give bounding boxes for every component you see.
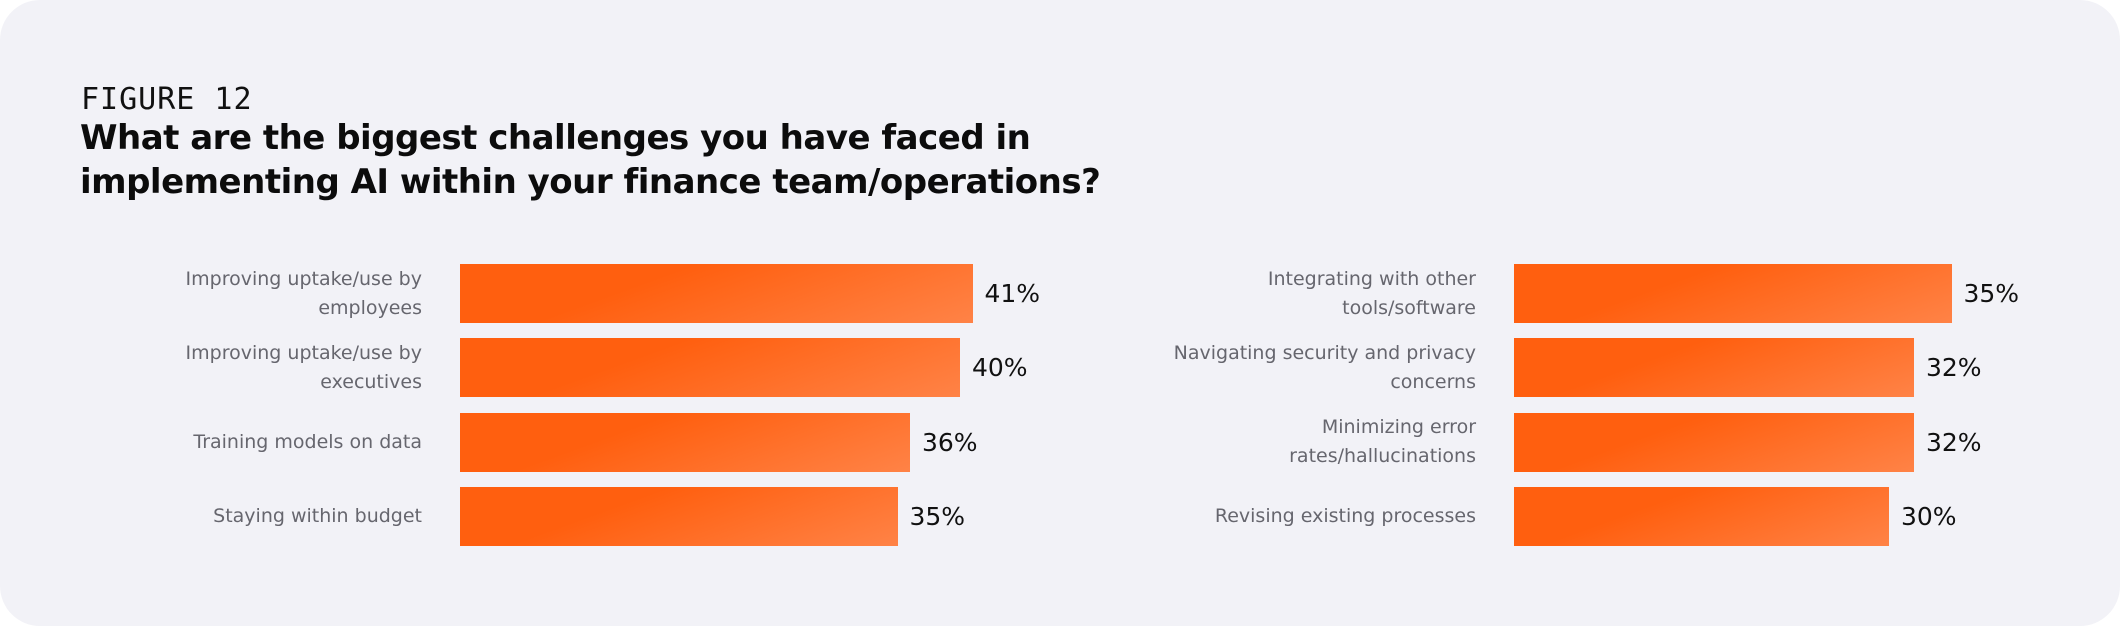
bar bbox=[460, 487, 898, 547]
value-label: 36% bbox=[922, 427, 978, 457]
value-label: 40% bbox=[972, 353, 1028, 383]
category-label: Improving uptake/use by employees bbox=[185, 267, 422, 319]
bar bbox=[1514, 412, 1914, 472]
value-label: 35% bbox=[1963, 279, 2020, 308]
value-label: 32% bbox=[1926, 427, 1982, 457]
value-label: 32% bbox=[1926, 353, 1982, 383]
title: implementing AI within your finance team… bbox=[80, 162, 1101, 202]
bar bbox=[1514, 487, 1889, 547]
bar bbox=[460, 264, 973, 323]
category-label: Improving uptake/use by executives bbox=[185, 341, 422, 393]
value-label: 35% bbox=[909, 502, 966, 532]
category-label: Integrating with other tools/software bbox=[1267, 267, 1476, 319]
bar bbox=[1514, 338, 1914, 398]
bar bbox=[460, 338, 960, 398]
bar bbox=[1514, 264, 1952, 323]
value-label: 30% bbox=[1901, 502, 1957, 532]
title: What are the biggest challenges you have… bbox=[80, 118, 1031, 158]
category-label: Staying within budget bbox=[213, 505, 422, 528]
category-label: Revising existing processes bbox=[1214, 505, 1476, 528]
category-label: Minimizing error rates/hallucinations bbox=[1289, 416, 1476, 468]
category-label: Navigating security and privacy concerns bbox=[1173, 341, 1476, 393]
value-label: 41% bbox=[984, 279, 1041, 308]
figure-label: FIGURE 12 bbox=[81, 82, 253, 117]
category-label: Training models on data bbox=[193, 430, 422, 453]
bar bbox=[460, 412, 910, 472]
